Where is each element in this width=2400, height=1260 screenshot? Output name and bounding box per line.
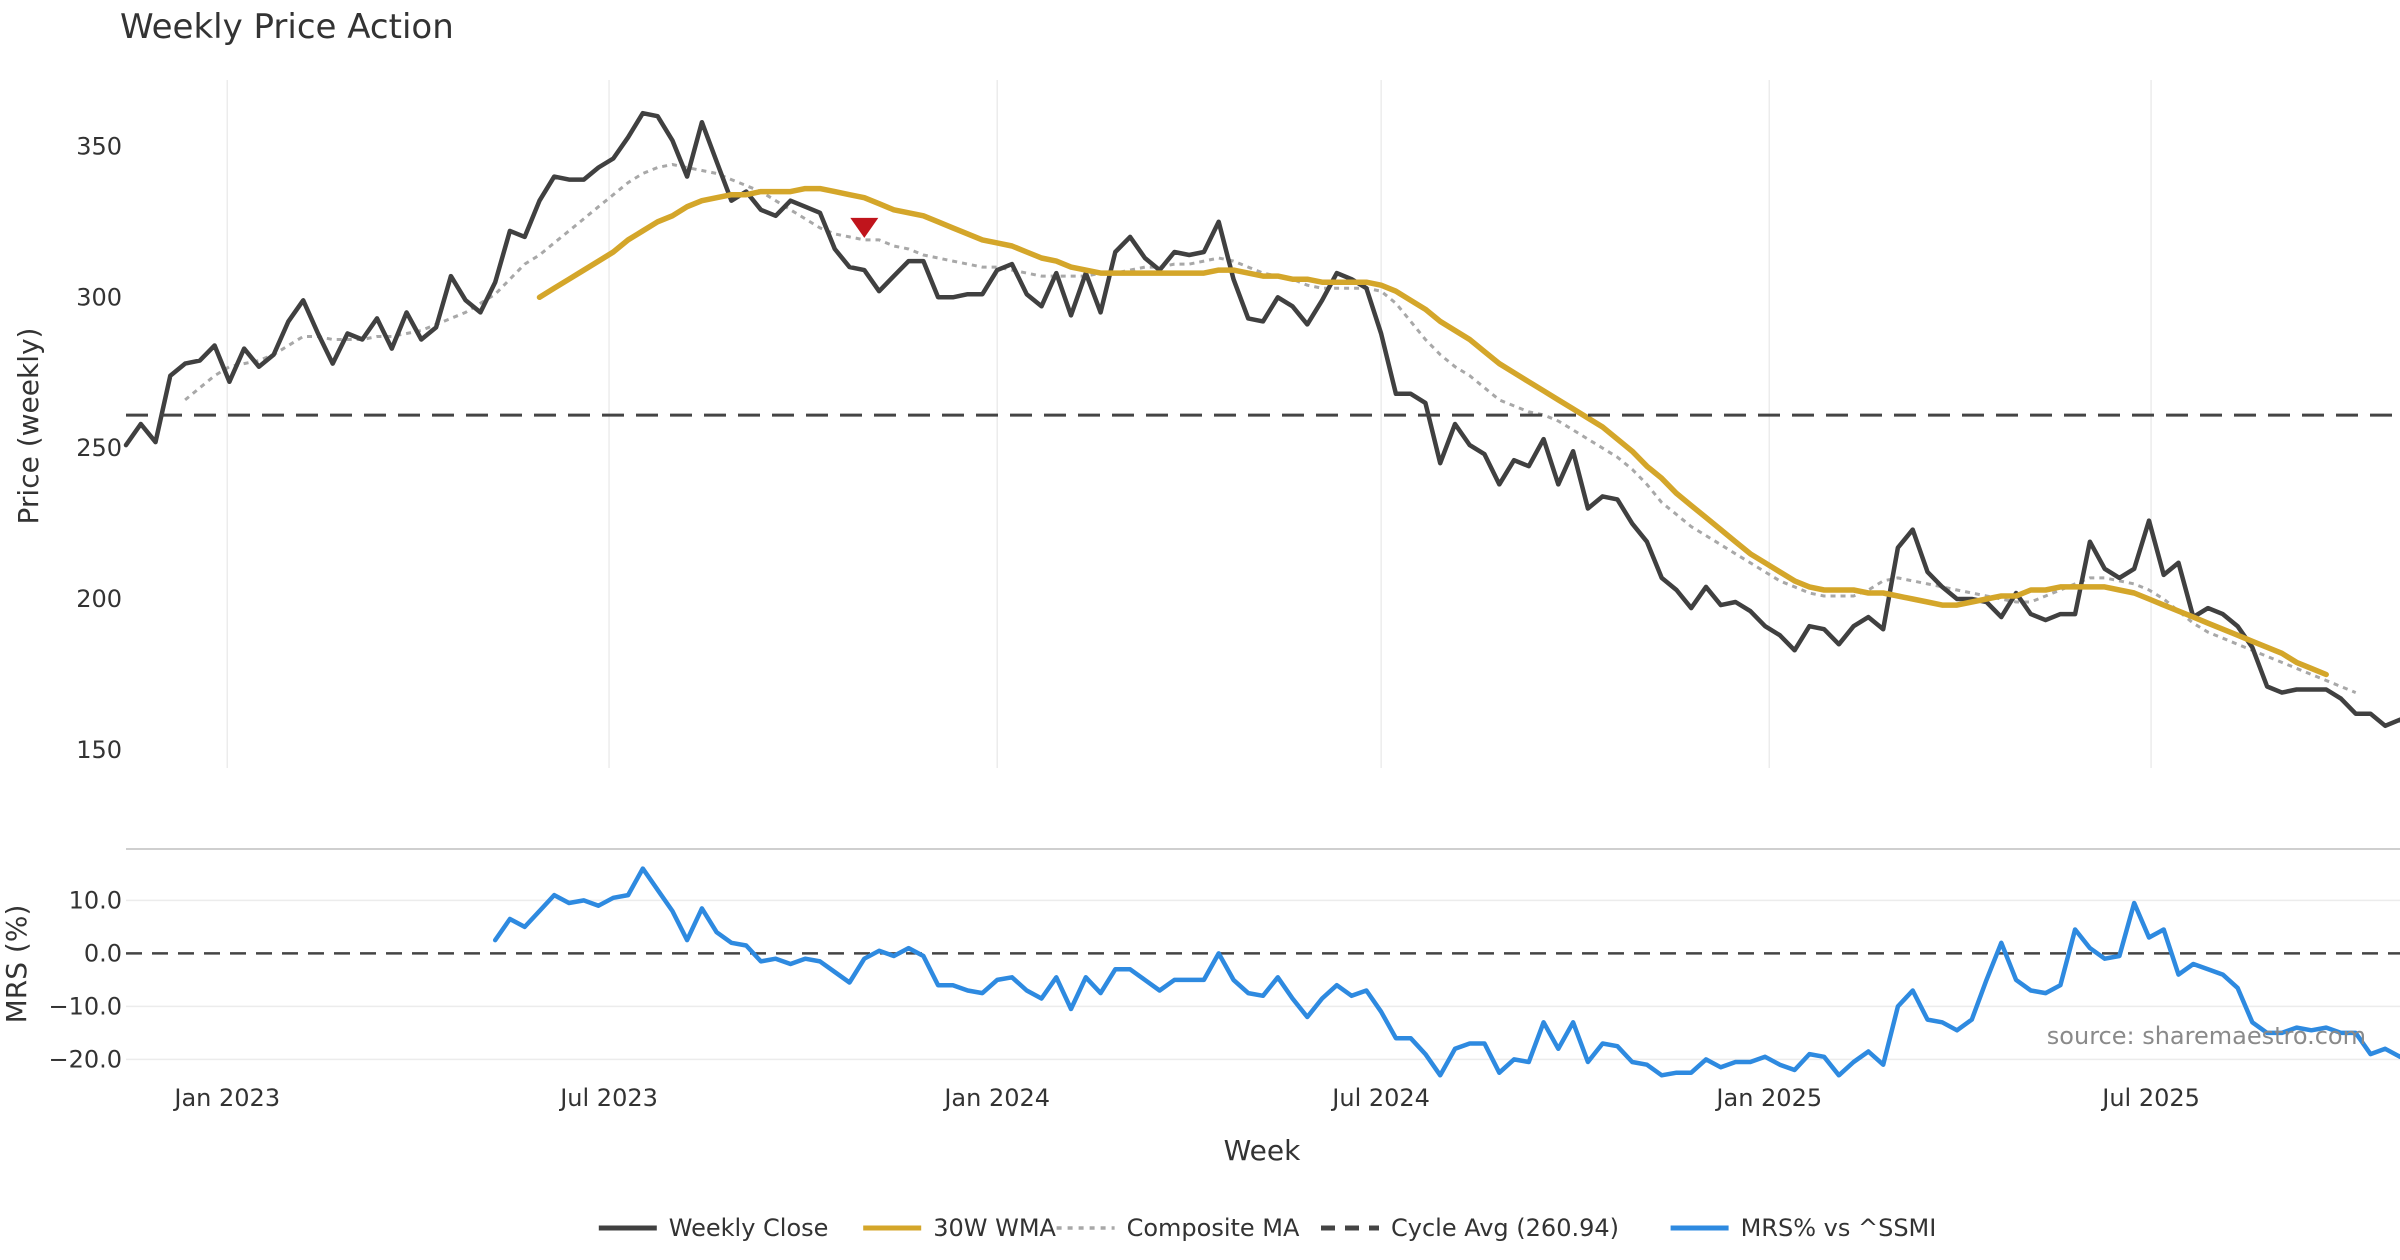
mrs-y-tick-label: −10.0 <box>48 992 122 1020</box>
legend-label: Composite MA <box>1127 1214 1300 1242</box>
price-y-tick-label: 350 <box>76 132 122 160</box>
mrs-panel-grid <box>126 899 2400 1061</box>
series-line-30w-wma <box>536 185 2329 678</box>
x-axis: Jan 2023 Jul 2023 Jan 2024 Jul 2024 Jan 2025… <box>172 1084 2200 1112</box>
mrs-y-axis-title: MRS (%) <box>0 905 33 1024</box>
x-tick-label: Jul 2024 <box>1330 1084 1430 1112</box>
x-tick-label: Jul 2023 <box>558 1084 658 1112</box>
x-tick-label: Jul 2025 <box>2100 1084 2200 1112</box>
legend-item-cycle-avg-260-94: Cycle Avg (260.94) <box>1321 1214 1619 1242</box>
price-y-tick-label: 150 <box>76 736 122 764</box>
price-y-tick-label: 250 <box>76 434 122 462</box>
mrs-panel-series <box>126 866 2400 1078</box>
mrs-y-tick-label: 10.0 <box>69 886 122 914</box>
price-y-axis-title: Price (weekly) <box>12 328 45 525</box>
mrs-y-tick-label: 0.0 <box>84 939 122 967</box>
signal-marker-icon <box>850 217 879 238</box>
legend-label: MRS% vs ^SSMI <box>1741 1214 1937 1242</box>
x-tick-label: Jan 2023 <box>172 1084 280 1112</box>
price-y-axis: 150 200 250 300 350 <box>76 132 122 764</box>
mrs-y-tick-label: −20.0 <box>48 1045 122 1073</box>
legend-label: 30W WMA <box>933 1214 1056 1242</box>
legend-item-composite-ma: Composite MA <box>1056 1214 1300 1242</box>
legend-item-weekly-close: Weekly Close <box>598 1214 829 1242</box>
mrs-y-axis: 10.0 0.0 −10.0 −20.0 <box>48 886 122 1073</box>
price-y-tick-label: 200 <box>76 585 122 613</box>
x-axis-title: Week <box>1224 1134 1301 1167</box>
legend-item-30w-wma: 30W WMA <box>863 1214 1057 1242</box>
source-label: source: sharemaestro.com <box>2047 1022 2366 1050</box>
legend-label: Cycle Avg (260.94) <box>1391 1214 1619 1242</box>
price-y-tick-label: 300 <box>76 283 122 311</box>
series-line-weekly-close <box>123 110 2400 729</box>
x-tick-label: Jan 2025 <box>1714 1084 1822 1112</box>
legend-item-mrs-vs-ssmi: MRS% vs ^SSMI <box>1670 1214 1937 1242</box>
chart-title: Weekly Price Action <box>120 7 454 47</box>
legend: Weekly Close 30W WMA Composite MA Cycle Avg… <box>598 1214 1937 1242</box>
series-line-mrs-vs-ssmi <box>492 866 2400 1078</box>
price-panel-grid <box>226 80 2152 768</box>
price-panel-series <box>123 110 2400 729</box>
x-tick-label: Jan 2024 <box>942 1084 1050 1112</box>
legend-label: Weekly Close <box>669 1214 829 1242</box>
